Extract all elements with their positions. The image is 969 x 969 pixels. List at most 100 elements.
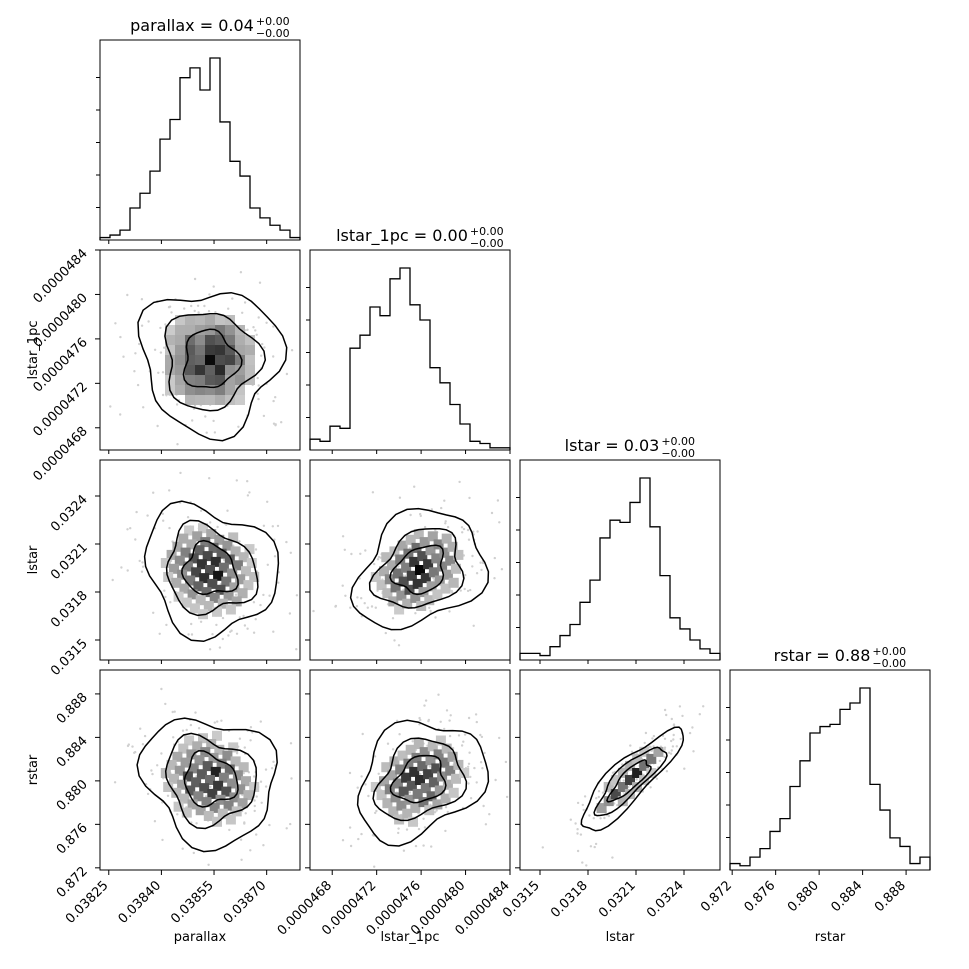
sample-point xyxy=(163,589,166,592)
sample-point xyxy=(241,793,244,797)
sample-point xyxy=(209,521,212,524)
sample-point xyxy=(197,727,201,730)
density-cell xyxy=(439,757,450,768)
density-cell xyxy=(205,565,215,575)
density-cell xyxy=(237,798,248,809)
sample-point xyxy=(254,548,258,551)
density-cell xyxy=(435,735,446,746)
density-cell xyxy=(175,335,185,345)
sample-point xyxy=(366,606,369,609)
sample-point xyxy=(119,335,122,339)
sample-point xyxy=(360,832,363,836)
sample-point xyxy=(164,595,167,599)
density-cell xyxy=(232,560,243,571)
sample-point xyxy=(360,597,363,600)
density-cell xyxy=(193,791,204,802)
density-cell xyxy=(412,788,423,799)
sample-point xyxy=(597,795,600,799)
density-cell xyxy=(205,375,215,385)
sample-point xyxy=(702,705,705,708)
density-cell xyxy=(188,763,199,774)
sample-point xyxy=(244,812,247,815)
sample-point xyxy=(391,617,395,620)
sample-point xyxy=(248,491,251,494)
density-cell xyxy=(235,355,245,365)
density-cell xyxy=(166,759,177,770)
density-cell xyxy=(423,769,434,780)
x-tick-label: 0.0321 xyxy=(596,878,639,921)
density-cell xyxy=(448,577,459,588)
x-tick-label: 0.0318 xyxy=(548,878,591,921)
sample-point xyxy=(582,808,585,812)
density-cell xyxy=(388,596,399,607)
sample-point xyxy=(599,817,602,820)
sample-point xyxy=(258,281,262,284)
density-cell xyxy=(225,335,235,345)
density-cell xyxy=(207,578,218,589)
sample-point xyxy=(161,393,165,397)
sample-point xyxy=(504,760,508,764)
sample-point xyxy=(622,779,625,782)
sample-point xyxy=(209,785,212,789)
density-cell xyxy=(191,567,202,578)
y-tick-label: 0.876 xyxy=(54,821,91,858)
sample-point xyxy=(611,771,615,774)
density-cell xyxy=(202,761,213,772)
sample-point xyxy=(481,561,485,565)
density-cell xyxy=(225,385,235,395)
density-cell xyxy=(225,345,235,355)
sample-point xyxy=(227,634,230,637)
sample-point xyxy=(349,606,352,609)
sample-point xyxy=(679,737,682,741)
density-cell xyxy=(205,395,215,405)
sample-point xyxy=(655,777,659,780)
title-upper: +0.00 xyxy=(661,435,695,448)
sample-point xyxy=(574,822,577,825)
density-cell xyxy=(245,355,255,365)
sample-point xyxy=(405,828,409,831)
sample-point xyxy=(159,326,162,330)
sample-point xyxy=(341,584,344,587)
sample-point xyxy=(437,693,440,696)
sample-point xyxy=(589,845,593,848)
sample-point xyxy=(207,309,211,313)
density-cell xyxy=(409,766,420,777)
sample-point xyxy=(140,324,144,327)
sample-point xyxy=(348,826,352,829)
sample-point xyxy=(341,839,345,842)
sample-point xyxy=(581,861,584,864)
sample-point xyxy=(264,768,268,771)
density-cell xyxy=(392,568,403,579)
density-cell xyxy=(222,540,233,551)
sample-point xyxy=(446,525,450,529)
density-cell xyxy=(215,365,225,375)
sample-point xyxy=(162,519,165,522)
sample-point xyxy=(402,588,405,591)
histogram-panel-parallax: parallax = 0.04 +0.00−0.00 xyxy=(96,15,301,241)
sample-point xyxy=(678,705,682,708)
sample-point xyxy=(176,443,179,446)
sample-point xyxy=(398,496,402,499)
density-cell xyxy=(402,598,413,609)
density-cell xyxy=(200,537,211,548)
density-cell xyxy=(174,765,185,776)
sample-point xyxy=(274,396,277,399)
sample-point xyxy=(440,506,443,510)
density-cell xyxy=(195,345,205,355)
sample-point xyxy=(164,702,167,706)
sample-point xyxy=(603,816,606,820)
density-cell xyxy=(185,315,195,325)
density-cell xyxy=(432,589,443,600)
sample-point xyxy=(371,491,375,494)
sample-point xyxy=(249,739,252,742)
density-cell xyxy=(439,547,450,558)
density-cell xyxy=(215,315,225,325)
sample-point xyxy=(257,384,260,387)
sample-point xyxy=(433,811,437,814)
sample-point xyxy=(208,293,211,296)
density-cell xyxy=(215,375,225,385)
sample-point xyxy=(160,752,163,755)
density-cell xyxy=(205,775,215,785)
sample-point xyxy=(208,648,212,651)
density-cell xyxy=(214,744,225,755)
